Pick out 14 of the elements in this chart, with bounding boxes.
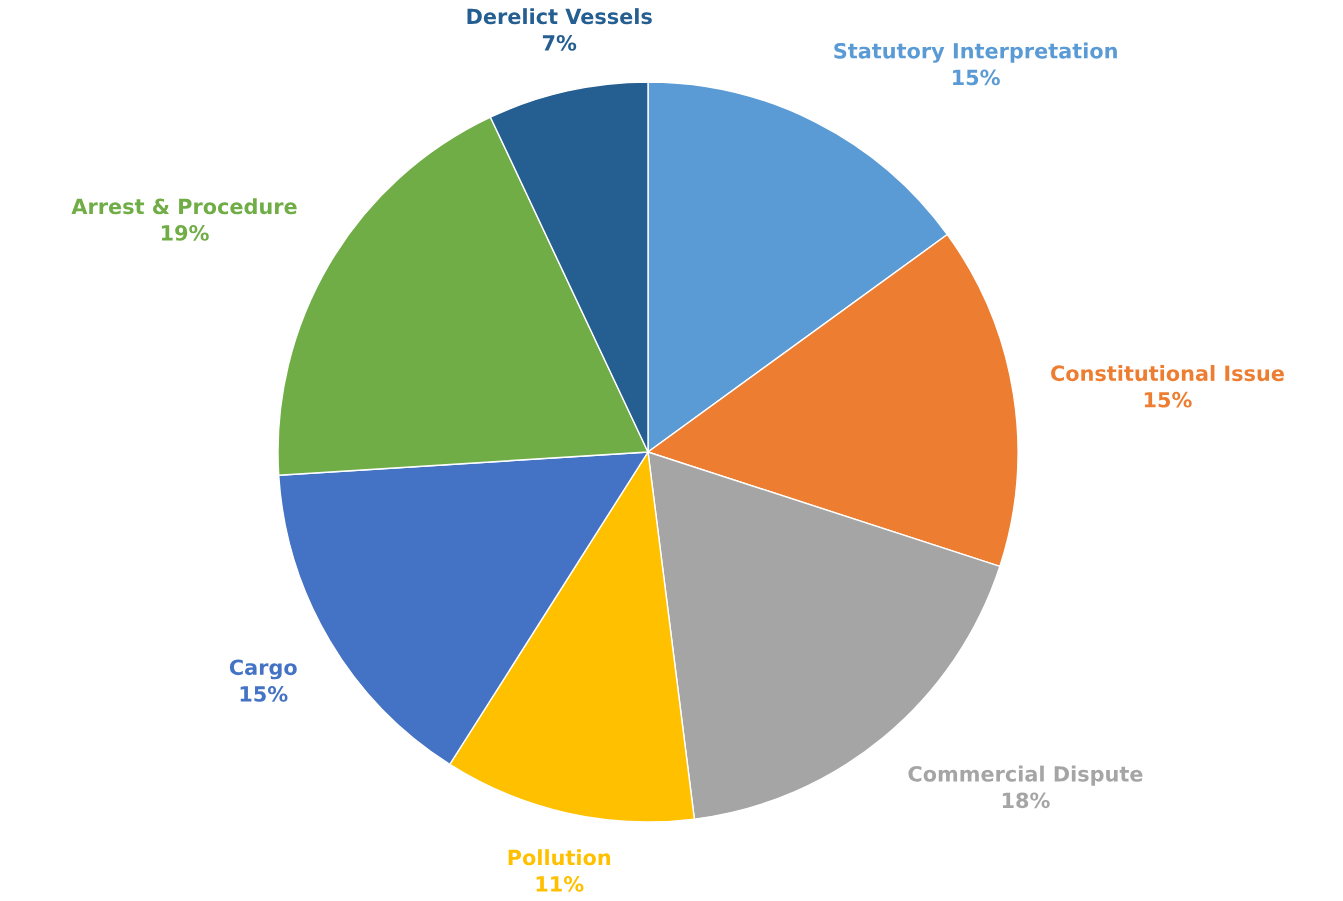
slice-label: Commercial Dispute (908, 765, 1143, 786)
data-label: 15% (240, 686, 288, 702)
slice-label: Derelict Vessels (467, 8, 652, 25)
data-label: 7% (542, 35, 577, 51)
data-label: 15% (1144, 391, 1192, 408)
slice-label: Cargo (229, 659, 297, 680)
data-label: 18% (1002, 792, 1050, 809)
data-label: 19% (161, 225, 209, 241)
data-label: 11% (536, 876, 584, 892)
slice-label: Pollution (508, 849, 611, 866)
data-label: 15% (953, 69, 1000, 86)
slice-label: Statutory Interpretation (834, 42, 1117, 63)
slice-label: Arrest & Procedure (71, 198, 297, 215)
slice-label: Constitutional Issue (1051, 365, 1284, 382)
